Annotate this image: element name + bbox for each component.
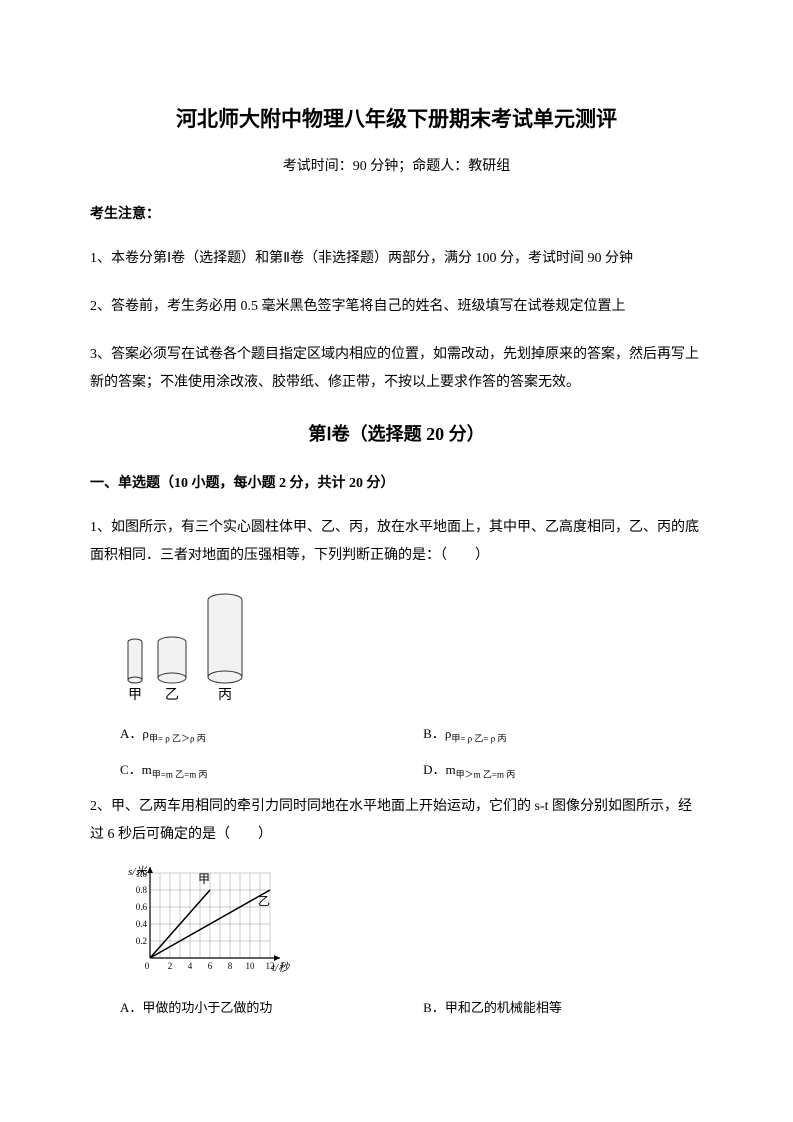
q1-option-a: A．ρ甲= ρ 乙＞ρ 丙: [120, 722, 423, 748]
svg-text:0.6: 0.6: [136, 902, 148, 912]
cyl-label-3: 丙: [218, 688, 232, 703]
section-1-header: 第Ⅰ卷（选择题 20 分）: [90, 417, 703, 451]
q2-option-a: A．甲做的功小于乙做的功: [120, 996, 423, 1021]
svg-text:0.4: 0.4: [136, 919, 148, 929]
cylinders-svg: 甲 乙 丙: [120, 586, 270, 706]
exam-title: 河北师大附中物理八年级下册期末考试单元测评: [90, 100, 703, 140]
q1-options-row1: A．ρ甲= ρ 乙＞ρ 丙 B．ρ甲= ρ 乙= ρ 丙: [120, 722, 703, 748]
q2-chart: s/米 t/秒 0.2 0.4 0.6 0.8 1.0 0 2 4 6 8 10…: [120, 863, 703, 978]
svg-text:1.0: 1.0: [136, 869, 148, 879]
q2-option-b: B．甲和乙的机械能相等: [423, 996, 703, 1021]
cyl-label-2: 乙: [165, 687, 179, 703]
notice-header: 考生注意：: [90, 202, 703, 229]
part-1-header: 一、单选题（10 小题，每小题 2 分，共计 20 分）: [90, 471, 703, 498]
q1-option-c: C．m甲=m 乙=m 丙: [120, 758, 423, 784]
st-chart-svg: s/米 t/秒 0.2 0.4 0.6 0.8 1.0 0 2 4 6 8 10…: [120, 863, 290, 978]
q1-option-b: B．ρ甲= ρ 乙= ρ 丙: [423, 722, 703, 748]
svg-text:8: 8: [228, 961, 233, 971]
cyl-label-1: 甲: [128, 688, 142, 703]
notice-2: 2、答卷前，考生务必用 0.5 毫米黑色签字笔将自己的姓名、班级填写在试卷规定位…: [90, 293, 703, 321]
svg-text:2: 2: [168, 961, 173, 971]
question-2-text: 2、甲、乙两车用相同的牵引力同时同地在水平地面上开始运动，它们的 s-t 图像分…: [90, 793, 703, 849]
series-label-1: 甲: [198, 872, 210, 886]
svg-text:4: 4: [188, 961, 193, 971]
svg-text:0: 0: [145, 961, 150, 971]
svg-text:0.2: 0.2: [136, 936, 147, 946]
series-label-2: 乙: [258, 894, 270, 908]
notice-3: 3、答案必须写在试卷各个题目指定区域内相应的位置，如需改动，先划掉原来的答案，然…: [90, 341, 703, 397]
notice-1: 1、本卷分第Ⅰ卷（选择题）和第Ⅱ卷（非选择题）两部分，满分 100 分，考试时间…: [90, 245, 703, 273]
svg-text:12: 12: [266, 961, 275, 971]
question-1-text: 1、如图所示，有三个实心圆柱体甲、乙、丙，放在水平地面上，其中甲、乙高度相同，乙…: [90, 514, 703, 570]
xlabel: t/秒: [272, 961, 290, 974]
q2-options-row1: A．甲做的功小于乙做的功 B．甲和乙的机械能相等: [120, 996, 703, 1021]
svg-text:10: 10: [246, 961, 256, 971]
q1-options-row2: C．m甲=m 乙=m 丙 D．m甲＞m 乙=m 丙: [120, 758, 703, 784]
exam-subtitle: 考试时间：90 分钟；命题人：教研组: [90, 154, 703, 181]
q1-figure: 甲 乙 丙: [120, 586, 703, 706]
svg-text:6: 6: [208, 961, 213, 971]
svg-text:0.8: 0.8: [136, 885, 148, 895]
q1-option-d: D．m甲＞m 乙=m 丙: [423, 758, 703, 784]
